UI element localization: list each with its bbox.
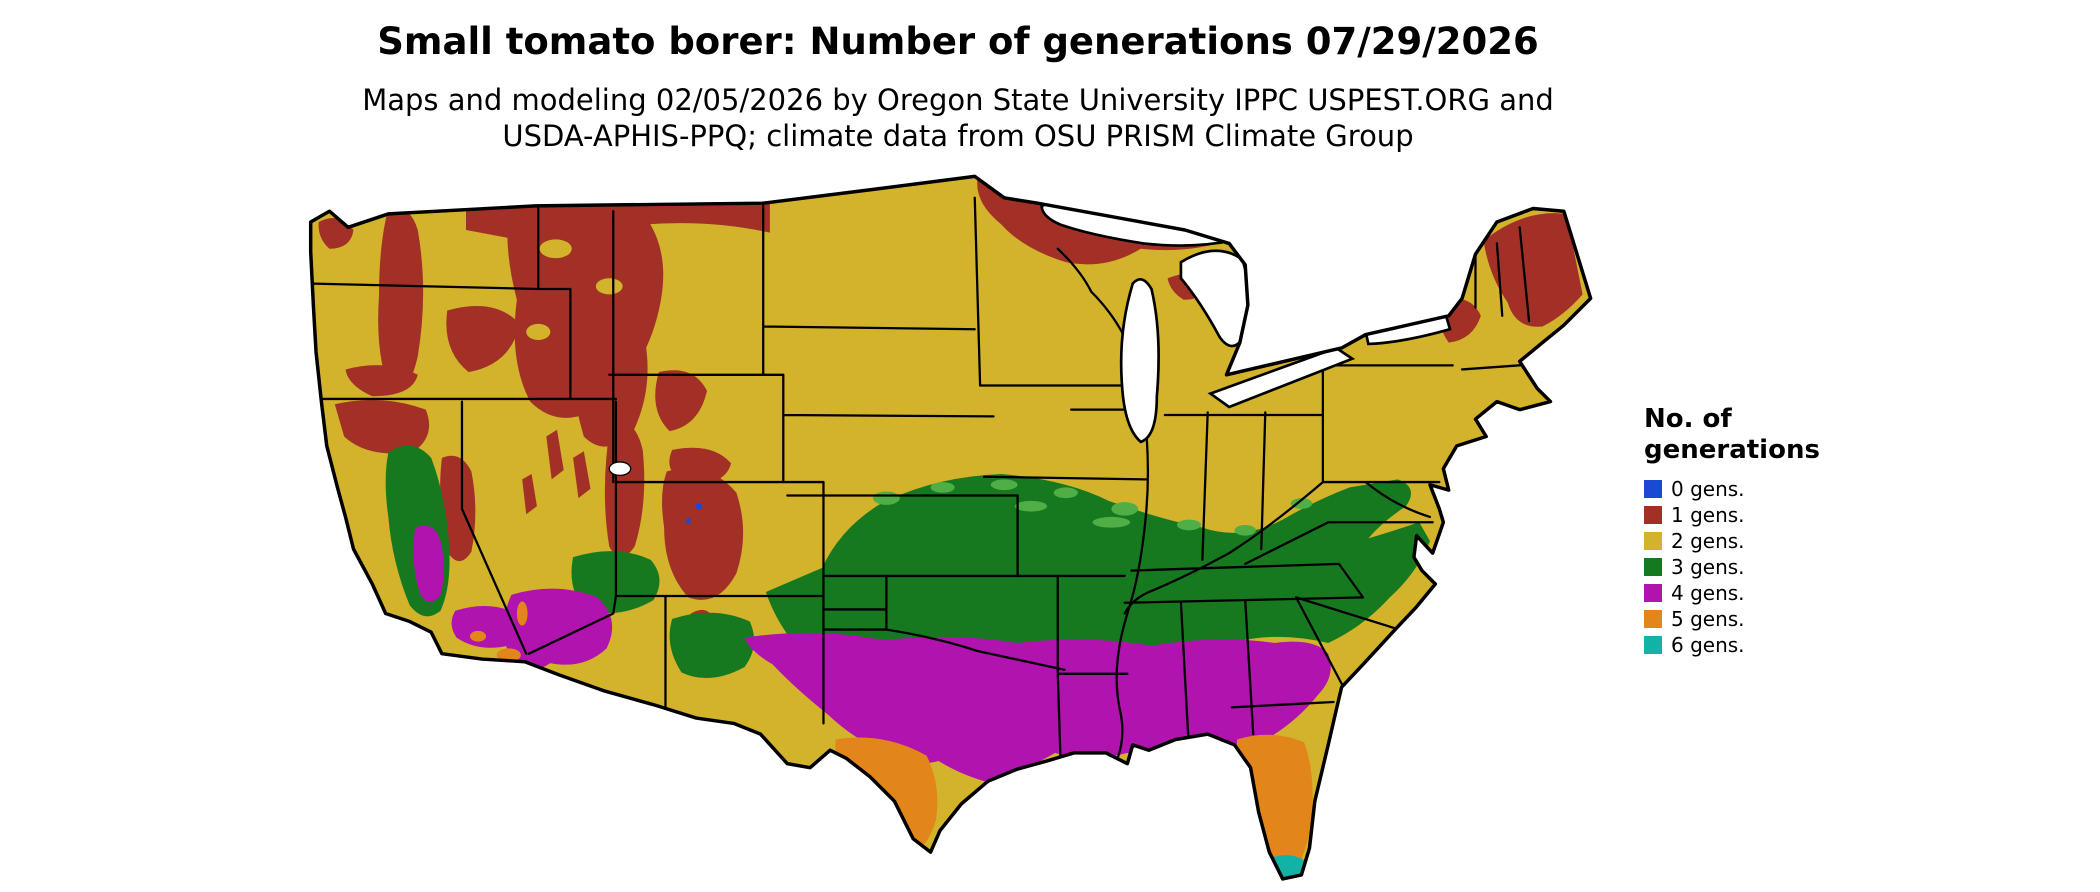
legend-swatch-0-gens	[1644, 480, 1662, 498]
map-title: Small tomato borer: Number of generation…	[377, 20, 1539, 63]
legend-label: 1 gens.	[1671, 503, 1745, 527]
map-subtitle-line1: Maps and modeling 02/05/2026 by Oregon S…	[362, 83, 1554, 117]
legend-swatch-6-gens	[1644, 636, 1662, 654]
legend-item: 6 gens.	[1644, 632, 1884, 658]
us-outline	[308, 174, 1593, 881]
legend-label: 2 gens.	[1671, 529, 1745, 553]
legend-label: 3 gens.	[1671, 555, 1745, 579]
legend-item: 3 gens.	[1644, 554, 1884, 580]
legend-swatch-3-gens	[1644, 558, 1662, 576]
legend-item: 2 gens.	[1644, 528, 1884, 554]
legend-title-line1: No. of	[1644, 404, 1732, 434]
legend-item: 0 gens.	[1644, 476, 1884, 502]
legend-item: 5 gens.	[1644, 606, 1884, 632]
legend-label: 0 gens.	[1671, 477, 1745, 501]
legend-title-line2: generations	[1644, 435, 1820, 465]
lake-michigan	[1119, 278, 1160, 444]
map-subtitle: Maps and modeling 02/05/2026 by Oregon S…	[0, 82, 1916, 154]
legend: No. of generations 0 gens. 1 gens. 2 gen…	[1644, 404, 1884, 658]
legend-swatch-5-gens	[1644, 610, 1662, 628]
gens3-light-speckles	[872, 479, 1313, 536]
legend-swatch-2-gens	[1644, 532, 1662, 550]
us-generations-map	[308, 174, 1593, 881]
gens0-specks	[685, 502, 703, 524]
state-borders	[312, 196, 1539, 759]
lake-erie	[1207, 346, 1356, 409]
great-salt-lake	[608, 461, 632, 477]
legend-item: 4 gens.	[1644, 580, 1884, 606]
legend-swatch-4-gens	[1644, 584, 1662, 602]
legend-item: 1 gens.	[1644, 502, 1884, 528]
legend-swatch-1-gens	[1644, 506, 1662, 524]
map-subtitle-line2: USDA-APHIS-PPQ; climate data from OSU PR…	[502, 119, 1414, 153]
legend-label: 5 gens.	[1671, 607, 1745, 631]
gens2-valley-patches	[526, 239, 623, 340]
legend-title: No. of generations	[1644, 404, 1884, 466]
legend-label: 6 gens.	[1671, 633, 1745, 657]
legend-label: 4 gens.	[1671, 581, 1745, 605]
legend-items: 0 gens. 1 gens. 2 gens. 3 gens. 4 gens. …	[1644, 476, 1884, 658]
